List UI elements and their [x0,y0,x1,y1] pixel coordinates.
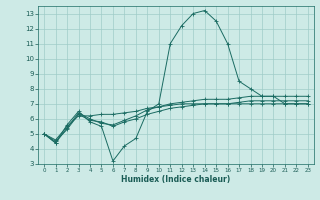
X-axis label: Humidex (Indice chaleur): Humidex (Indice chaleur) [121,175,231,184]
